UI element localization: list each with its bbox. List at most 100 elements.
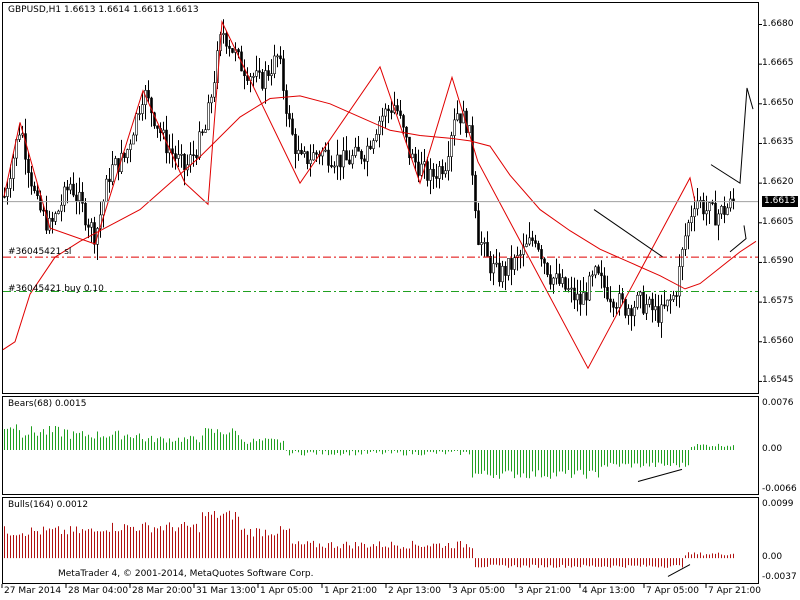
candle-body [480,242,483,245]
candle-body [315,152,318,155]
candle-body [189,154,192,166]
candle-body [327,149,330,166]
candle-body [528,237,531,245]
candle-body [309,159,312,165]
candle-body [573,287,576,301]
candle-body [486,242,489,257]
candle-body [396,105,399,112]
candle-body [372,140,375,149]
candle-body [420,163,423,176]
candle-body [174,153,177,159]
copyright-text: MetaTrader 4, © 2001-2014, MetaQuotes So… [58,569,314,579]
indicator-tick-label: -0.0066 [762,484,797,494]
candle-body [630,308,633,317]
bears-indicator-label: Bears(68) 0.0015 [8,399,87,409]
candle-body [138,113,141,115]
candle-body [696,200,699,210]
candle-body [477,210,480,245]
candle-body [483,242,486,244]
candle-body [612,301,615,308]
candle-body [687,222,690,237]
candle-body [375,134,378,141]
candle-body [567,288,570,290]
candle-body [132,134,135,145]
candle-body [510,258,513,270]
time-tick-label: 1 Apr 21:00 [324,586,377,596]
candle-body [618,293,621,308]
candle-body [639,291,642,296]
candle-body [387,108,390,112]
candle-body [135,113,138,136]
candle-body [324,149,327,152]
candle-body [717,213,720,226]
candle-body [369,145,372,149]
candle-body [60,204,63,212]
candle-body [531,237,534,241]
candle-body [150,97,153,114]
candle-body [495,262,498,265]
candle-body [708,202,711,212]
candle-body [27,158,30,173]
candle-body [225,33,228,47]
candle-body [291,118,294,135]
candle-body [279,55,282,60]
candle-body [624,298,627,316]
candle-body [198,131,201,158]
candle-body [549,274,552,285]
price-tick-label: 1.6635 [762,137,794,148]
trendline-projection [710,87,754,185]
time-tick-label: 3 Apr 05:00 [452,586,505,596]
candle-body [711,202,714,204]
candle-body [660,304,663,323]
candle-body [66,186,69,191]
candle-body [123,152,126,159]
candle-body [129,143,132,150]
time-tick-label: 7 Apr 21:00 [708,586,761,596]
candle-body [111,164,114,182]
order-level-lines[interactable] [3,201,758,293]
price-tick-label: 1.6605 [762,216,794,227]
candle-body [675,295,678,297]
bulls-pane-frame [2,497,759,584]
candle-body [162,129,165,134]
candle-body [579,293,582,305]
candle-body [384,108,387,117]
candle-body [72,183,75,196]
candle-body [246,75,249,81]
candle-body [627,308,630,316]
trendline-drawings[interactable] [593,87,754,577]
candle-body [546,262,549,275]
candle-body [366,145,369,162]
time-tick-label: 28 Mar 04:00 [68,586,129,596]
time-tick-label: 27 Mar 2014 [4,586,62,596]
candle-body [231,48,234,53]
candle-body [681,249,684,267]
candle-body [282,58,285,91]
candle-body [378,120,381,135]
candle-body [552,277,555,285]
candle-body [312,152,315,161]
candle-body [390,110,393,113]
candle-body [453,119,456,136]
candle-body [33,185,36,192]
candle-body [456,113,459,121]
candle-body [306,151,309,165]
price-tick-label: 1.6560 [762,335,794,346]
candle-body [615,307,618,309]
candle-body [18,134,21,140]
bears-pane-frame [2,396,759,495]
candle-body [471,125,474,176]
price-tick-label: 1.6590 [762,256,794,267]
buy-order-label: #36045421 buy 0.10 [8,284,104,294]
candle-body [525,243,528,247]
candle-body [342,150,345,168]
candle-body [87,224,90,228]
candle-body [333,165,336,168]
candle-body [105,178,108,202]
candle-body [633,306,636,317]
candle-body [621,293,624,300]
axis-ticks [1,24,762,588]
candle-body [669,299,672,301]
